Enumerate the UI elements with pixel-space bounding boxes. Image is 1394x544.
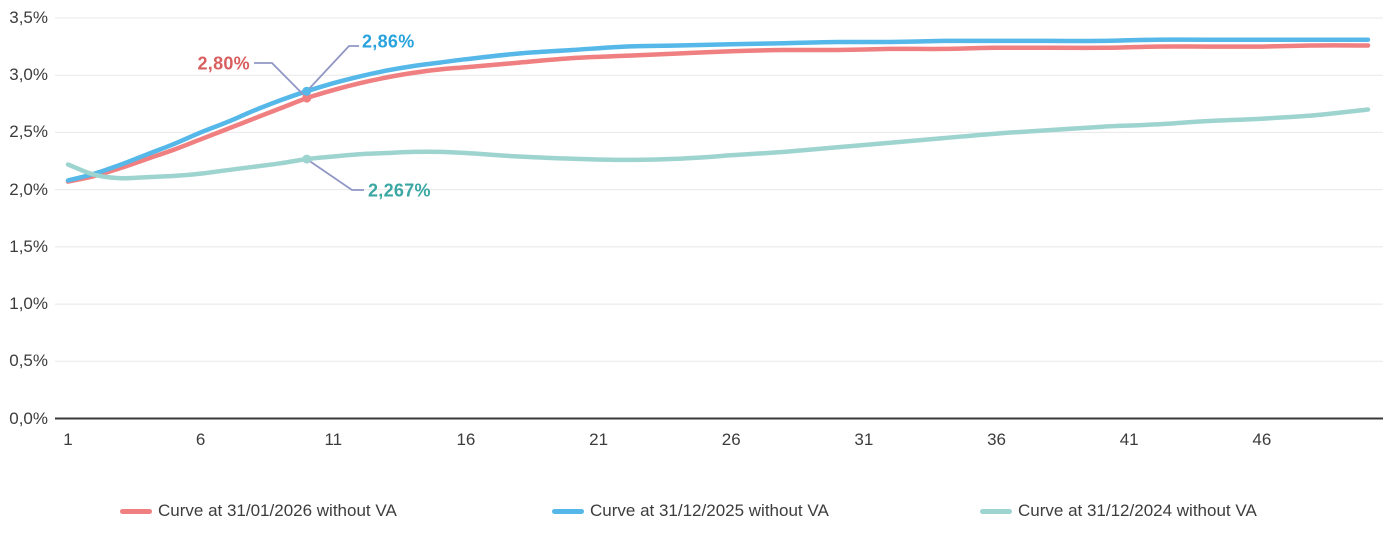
annotation-label-2025: 2,86% bbox=[362, 31, 415, 52]
x-axis-tick-label: 21 bbox=[589, 430, 609, 449]
series-line bbox=[65, 37, 1371, 183]
y-axis-tick-label: 2,5% bbox=[9, 122, 48, 142]
annotation-leader bbox=[306, 158, 364, 191]
x-axis-tick-label: 11 bbox=[324, 430, 343, 449]
annotation-label-2024: 2,267% bbox=[368, 180, 431, 201]
x-axis-tick-label: 41 bbox=[1119, 430, 1139, 449]
legend-item-2025[interactable]: Curve at 31/12/2025 without VA bbox=[552, 498, 829, 524]
annotation-marker bbox=[302, 86, 312, 96]
x-axis-tick-label: 36 bbox=[987, 430, 1007, 449]
series-line bbox=[65, 107, 1371, 181]
legend-label: Curve at 31/12/2024 without VA bbox=[1018, 501, 1257, 520]
x-axis-tick-label: 1 bbox=[63, 430, 73, 449]
x-axis-tick-label: 16 bbox=[456, 430, 476, 449]
legend-item-2024[interactable]: Curve at 31/12/2024 without VA bbox=[980, 498, 1257, 524]
series-line bbox=[65, 43, 1371, 184]
annotation-marker bbox=[302, 154, 312, 164]
y-axis-tick-label: 0,0% bbox=[9, 408, 48, 428]
y-axis-tick-label: 1,0% bbox=[9, 294, 48, 314]
y-axis-tick-label: 2,0% bbox=[9, 179, 48, 199]
y-axis-tick-label: 3,5% bbox=[9, 8, 48, 27]
y-axis-tick-label: 0,5% bbox=[9, 351, 48, 371]
annotation-leader bbox=[254, 62, 308, 99]
legend-label: Curve at 31/12/2025 without VA bbox=[590, 501, 829, 520]
legend-swatch-red bbox=[120, 508, 152, 514]
y-axis-tick-label: 3,0% bbox=[9, 65, 48, 85]
annotation-marker bbox=[302, 93, 312, 103]
x-axis-tick-label: 46 bbox=[1252, 430, 1272, 449]
legend-label: Curve at 31/01/2026 without VA bbox=[158, 501, 397, 520]
annotation-label-2026: 2,80% bbox=[197, 53, 250, 74]
legend-swatch-teal bbox=[980, 508, 1012, 514]
chart-legend: Curve at 31/01/2026 without VA Curve at … bbox=[0, 498, 1394, 528]
legend-swatch-blue bbox=[552, 508, 584, 514]
y-axis-tick-label: 1,5% bbox=[9, 236, 48, 256]
x-axis-tick-label: 31 bbox=[854, 430, 874, 449]
annotation-leader bbox=[306, 45, 359, 92]
legend-item-2026[interactable]: Curve at 31/01/2026 without VA bbox=[120, 498, 397, 524]
x-axis-tick-label: 26 bbox=[721, 430, 741, 449]
x-axis-tick-label: 6 bbox=[195, 430, 206, 449]
